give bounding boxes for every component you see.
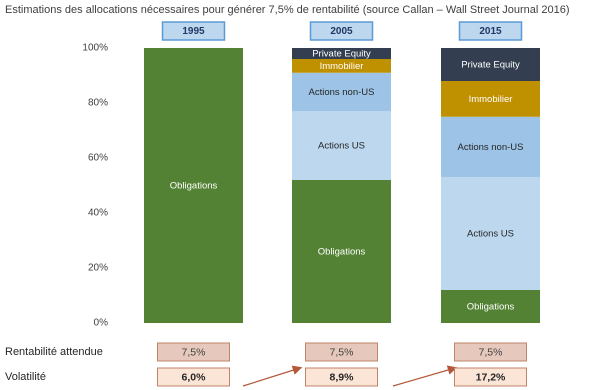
arrow xyxy=(392,365,458,387)
year-box xyxy=(161,21,226,41)
row-label: Volatilité xyxy=(5,371,46,383)
bar-segment xyxy=(292,59,391,73)
value-box xyxy=(454,367,527,387)
row-value: 7,5% xyxy=(479,346,503,358)
year-box xyxy=(309,21,374,41)
row-value: 6,0% xyxy=(182,371,207,383)
segment-label: Actions US xyxy=(467,229,514,240)
y-tick-label: 40% xyxy=(88,208,108,219)
bar-segment xyxy=(292,180,391,323)
segment-label: Immobilier xyxy=(320,61,364,72)
row-value: 7,5% xyxy=(182,346,206,358)
value-box xyxy=(157,367,230,387)
row-value: 8,9% xyxy=(330,371,355,383)
bar-segment xyxy=(441,290,540,323)
y-tick-label: 80% xyxy=(88,98,108,109)
row-value: 7,5% xyxy=(330,346,354,358)
bar-segment xyxy=(441,116,540,178)
segment-label: Immobilier xyxy=(469,94,513,105)
row-label: Rentabilité attendue xyxy=(5,346,103,358)
x-tick-label: 2005 xyxy=(330,26,353,37)
bar-segment xyxy=(292,72,391,112)
bar-segment xyxy=(292,111,391,180)
x-tick-label: 2015 xyxy=(479,26,502,37)
x-tick-label: 1995 xyxy=(182,26,205,37)
y-tick-label: 20% xyxy=(88,263,108,274)
row-value: 17,2% xyxy=(476,371,506,383)
year-box xyxy=(458,21,523,41)
segment-label: Actions US xyxy=(318,141,365,152)
value-box xyxy=(305,367,378,387)
value-box xyxy=(157,342,230,362)
y-tick-label: 0% xyxy=(94,318,109,329)
y-tick-label: 60% xyxy=(88,153,108,164)
arrow xyxy=(242,365,303,387)
segment-label: Obligations xyxy=(170,181,218,192)
bar-segment xyxy=(441,81,540,117)
bar-segment xyxy=(441,48,540,81)
value-box xyxy=(305,342,378,362)
segment-label: Private Equity xyxy=(461,60,520,71)
chart-title: Estimations des allocations nécessaires … xyxy=(5,4,570,16)
bar-segment xyxy=(441,177,540,290)
segment-label: Private Equity xyxy=(312,49,371,60)
bar-segment xyxy=(144,48,243,323)
segment-label: Obligations xyxy=(467,302,515,313)
bar-segment xyxy=(292,48,391,59)
segment-label: Actions non-US xyxy=(308,87,374,98)
value-box xyxy=(454,342,527,362)
segment-label: Obligations xyxy=(318,247,366,258)
segment-label: Actions non-US xyxy=(457,142,523,153)
y-tick-label: 100% xyxy=(82,43,108,54)
